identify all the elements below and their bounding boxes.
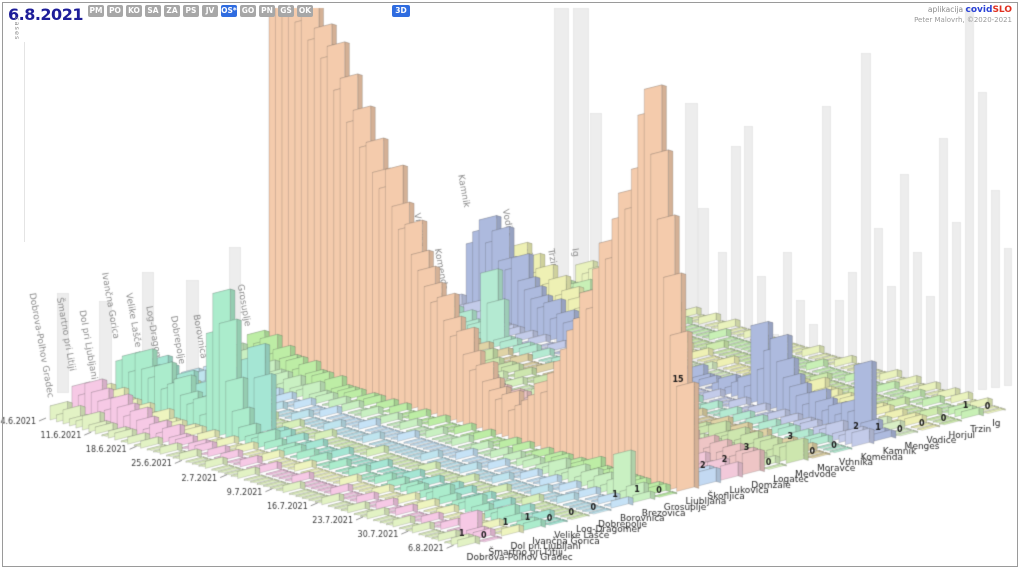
credit-label: Peter Malovrh, ©2020-2021 (914, 16, 1012, 25)
region-button-sa[interactable]: SA (145, 5, 161, 17)
app-title: aplikacija covidSLO (927, 5, 1012, 15)
app-info: aplikacija covidSLO Peter Malovrh, ©2020… (914, 4, 1012, 26)
region-button-ps[interactable]: PS (183, 5, 199, 17)
region-button-pn[interactable]: PN (259, 5, 275, 17)
region-button-pm[interactable]: PM (88, 5, 104, 17)
region-button-go[interactable]: GO (240, 5, 256, 17)
mode-3d-button[interactable]: 3D (392, 5, 410, 17)
region-button-za[interactable]: ZA (164, 5, 180, 17)
region-button-group: PM PO KO SA ZA PS JV OS* GO PN GŠ OK (88, 5, 313, 17)
selected-date-label: 6.8.2021 (8, 5, 83, 24)
region-button-os[interactable]: OS* (221, 5, 237, 17)
app-name-slo: SLO (992, 5, 1012, 15)
region-button-po[interactable]: PO (107, 5, 123, 17)
region-button-ko[interactable]: KO (126, 5, 142, 17)
region-button-ok[interactable]: OK (297, 5, 313, 17)
region-button-jv[interactable]: JV (202, 5, 218, 17)
app-name-covid: covid (965, 5, 993, 15)
region-button-gš[interactable]: GŠ (278, 5, 294, 17)
y-axis-label: cases (13, 17, 21, 41)
y-axis-line (24, 42, 25, 242)
